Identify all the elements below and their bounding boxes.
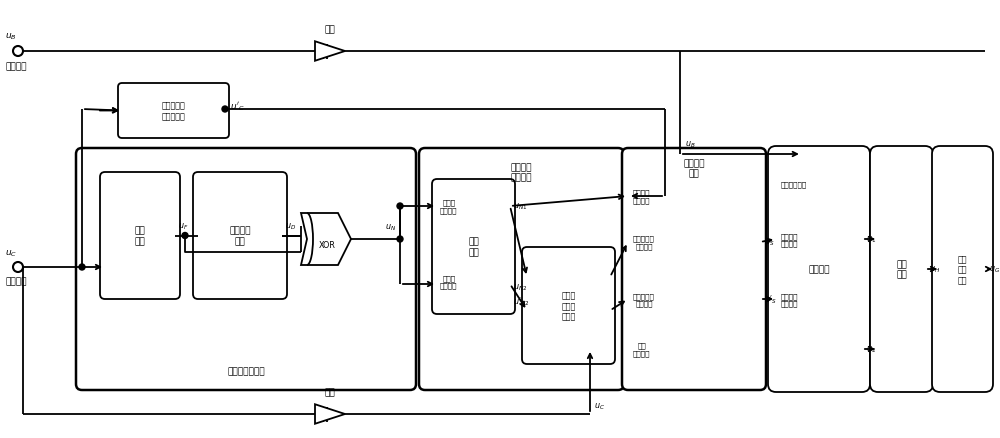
Text: 同步单元: 同步单元 — [808, 265, 830, 274]
Text: $u_H$: $u_H$ — [929, 264, 940, 275]
Text: $u_D$: $u_D$ — [285, 221, 296, 231]
Text: 基带信号: 基带信号 — [5, 62, 26, 71]
Text: $u_S$: $u_S$ — [764, 237, 774, 247]
FancyBboxPatch shape — [932, 147, 993, 392]
Text: 缓冲: 缓冲 — [325, 388, 335, 396]
Text: $u'_C$: $u'_C$ — [230, 100, 245, 113]
FancyBboxPatch shape — [768, 147, 870, 392]
Text: 正相窄脉冲
信号输入: 正相窄脉冲 信号输入 — [633, 235, 655, 250]
Circle shape — [397, 204, 403, 209]
Text: $u_1$: $u_1$ — [866, 234, 876, 245]
Text: 滤波
整形
单元: 滤波 整形 单元 — [958, 254, 967, 284]
Text: 反相时钟
信号输入: 反相时钟 信号输入 — [633, 190, 650, 204]
Text: 合成
单元: 合成 单元 — [896, 260, 907, 279]
FancyBboxPatch shape — [870, 147, 933, 392]
FancyBboxPatch shape — [622, 148, 766, 390]
Text: $u_{N1}$: $u_{N1}$ — [513, 201, 527, 212]
Text: $u_B$: $u_B$ — [5, 32, 17, 42]
FancyBboxPatch shape — [193, 173, 287, 299]
Text: $u'_S$: $u'_S$ — [764, 293, 777, 306]
Text: 分压
电路: 分压 电路 — [468, 237, 479, 257]
Text: 时钟信号极
性翻转单元: 时钟信号极 性翻转单元 — [162, 102, 185, 121]
FancyBboxPatch shape — [100, 173, 180, 299]
Circle shape — [79, 265, 85, 270]
Polygon shape — [315, 404, 345, 424]
Text: 反相窄脉冲
信号输入: 反相窄脉冲 信号输入 — [633, 292, 655, 307]
Polygon shape — [301, 213, 351, 265]
Text: 电平消除
电路: 电平消除 电路 — [683, 159, 705, 178]
Text: $u_C$: $u_C$ — [594, 401, 605, 411]
Text: 直流电平
消除单元: 直流电平 消除单元 — [511, 163, 532, 182]
FancyBboxPatch shape — [419, 148, 624, 390]
Text: 窄脉冲产生单元: 窄脉冲产生单元 — [227, 367, 265, 376]
Text: $u_F$: $u_F$ — [178, 221, 188, 231]
Text: 基带信号输入: 基带信号输入 — [781, 181, 807, 188]
Text: 分频
电路: 分频 电路 — [135, 226, 145, 246]
Circle shape — [182, 233, 188, 239]
Text: 时钟信号: 时钟信号 — [5, 277, 26, 286]
Text: $u_{N2}$: $u_{N2}$ — [513, 282, 527, 293]
Text: $u'_{N2}$: $u'_{N2}$ — [513, 295, 530, 307]
Text: 缓冲: 缓冲 — [325, 25, 335, 35]
Text: $u_B$: $u_B$ — [685, 139, 696, 150]
Text: $u_C$: $u_C$ — [5, 248, 17, 259]
Text: $u_N$: $u_N$ — [385, 222, 396, 233]
Text: $u_2$: $u_2$ — [866, 344, 876, 354]
Text: 反相脉冲
信号输入: 反相脉冲 信号输入 — [781, 233, 798, 247]
FancyBboxPatch shape — [432, 180, 515, 314]
FancyBboxPatch shape — [522, 247, 615, 364]
Text: 正相脉冲
信号输入: 正相脉冲 信号输入 — [781, 292, 798, 307]
FancyBboxPatch shape — [118, 84, 229, 139]
Text: 窄脉冲
信号输入: 窄脉冲 信号输入 — [440, 199, 458, 214]
Text: 窄脉冲
信号输入: 窄脉冲 信号输入 — [440, 274, 458, 289]
Circle shape — [397, 237, 403, 243]
Polygon shape — [315, 42, 345, 62]
FancyBboxPatch shape — [76, 148, 416, 390]
Text: 时钟
信号输入: 时钟 信号输入 — [633, 342, 650, 356]
Text: $u_G$: $u_G$ — [989, 264, 1000, 275]
Circle shape — [222, 107, 228, 113]
Text: 时钟延迟
电路: 时钟延迟 电路 — [229, 226, 251, 246]
Text: XOR: XOR — [319, 241, 335, 250]
Text: 窄脉冲
极性翻
转电路: 窄脉冲 极性翻 转电路 — [561, 291, 576, 321]
